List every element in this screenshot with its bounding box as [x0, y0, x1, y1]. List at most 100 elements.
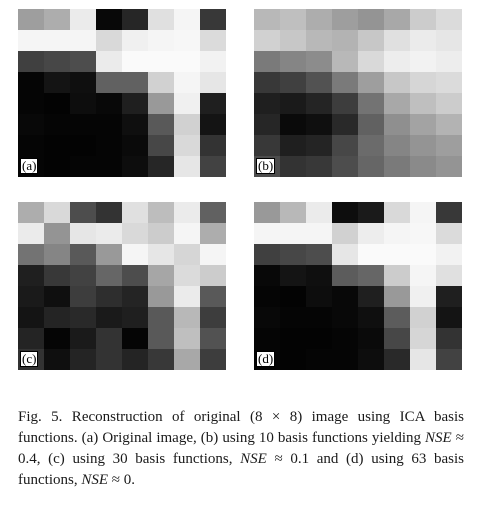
pixel: [148, 286, 174, 307]
pixel: [96, 30, 122, 51]
pixel: [96, 135, 122, 156]
pixel: [200, 156, 226, 177]
pixel: [18, 307, 44, 328]
pixel: [384, 286, 410, 307]
pixel: [436, 307, 462, 328]
caption-nse-3: NSE: [81, 472, 108, 488]
pixel: [410, 286, 436, 307]
pixel: [384, 328, 410, 349]
pixel: [96, 244, 122, 265]
pixel: [148, 93, 174, 114]
pixel: [384, 114, 410, 135]
pixel: [384, 156, 410, 177]
pixel: [148, 135, 174, 156]
pixel: [44, 223, 70, 244]
pixel: [254, 135, 280, 156]
pixel: [122, 349, 148, 370]
pixel: [332, 156, 358, 177]
pixel: [332, 328, 358, 349]
pixel: [148, 349, 174, 370]
pixel: [200, 30, 226, 51]
pixel: [358, 93, 384, 114]
pixel: [200, 114, 226, 135]
pixel: [122, 307, 148, 328]
pixel: [306, 114, 332, 135]
pixel: [332, 72, 358, 93]
pixel: [332, 30, 358, 51]
pixel: [44, 265, 70, 286]
pixel: [384, 349, 410, 370]
pixel: [332, 349, 358, 370]
pixel: [96, 156, 122, 177]
pixel: [70, 286, 96, 307]
pixel: [280, 286, 306, 307]
pixel: [122, 9, 148, 30]
pixel: [358, 72, 384, 93]
pixel: [122, 328, 148, 349]
pixel: [200, 135, 226, 156]
pixel: [70, 135, 96, 156]
pixel: [280, 349, 306, 370]
pixel: [384, 265, 410, 286]
pixel: [148, 114, 174, 135]
pixel: [70, 93, 96, 114]
pixel: [254, 202, 280, 223]
caption-nse-2: NSE: [240, 451, 267, 467]
pixel: [332, 51, 358, 72]
pixel: [436, 156, 462, 177]
pixel: [254, 114, 280, 135]
pixel: [44, 30, 70, 51]
pixel: [306, 223, 332, 244]
pixel: [410, 114, 436, 135]
pixel: [358, 51, 384, 72]
pixel: [384, 202, 410, 223]
pixel: [174, 265, 200, 286]
pixel: [254, 9, 280, 30]
pixel: [18, 223, 44, 244]
pixel: [280, 244, 306, 265]
pixel-grid-b: [254, 9, 462, 177]
pixel: [436, 93, 462, 114]
caption-part-2: ≈ 0.4, (c) using 30 basis functions,: [18, 430, 464, 467]
pixel: [44, 328, 70, 349]
pixel: [254, 223, 280, 244]
pixel-grid-d: [254, 202, 462, 370]
pixel: [410, 51, 436, 72]
pixel: [70, 223, 96, 244]
pixel: [122, 93, 148, 114]
pixel: [18, 9, 44, 30]
pixel: [280, 30, 306, 51]
pixel: [306, 286, 332, 307]
pixel: [200, 51, 226, 72]
pixel: [358, 307, 384, 328]
pixel: [332, 135, 358, 156]
pixel: [96, 72, 122, 93]
pixel: [306, 93, 332, 114]
pixel: [44, 286, 70, 307]
pixel: [18, 202, 44, 223]
caption-part-4: ≈ 0.: [108, 472, 135, 488]
pixel: [44, 51, 70, 72]
pixel: [410, 307, 436, 328]
pixel: [122, 223, 148, 244]
pixel: [306, 51, 332, 72]
pixel: [384, 244, 410, 265]
pixel: [174, 9, 200, 30]
pixel: [358, 223, 384, 244]
pixel: [332, 93, 358, 114]
pixel: [96, 265, 122, 286]
pixel: [44, 244, 70, 265]
pixel: [70, 349, 96, 370]
pixel: [96, 307, 122, 328]
pixel: [384, 9, 410, 30]
pixel: [410, 349, 436, 370]
pixel: [200, 9, 226, 30]
pixel: [18, 30, 44, 51]
pixel: [70, 114, 96, 135]
caption-nse-1: NSE: [425, 430, 452, 446]
pixel: [410, 223, 436, 244]
pixel: [436, 265, 462, 286]
pixel: [148, 328, 174, 349]
pixel: [358, 244, 384, 265]
pixel: [18, 265, 44, 286]
